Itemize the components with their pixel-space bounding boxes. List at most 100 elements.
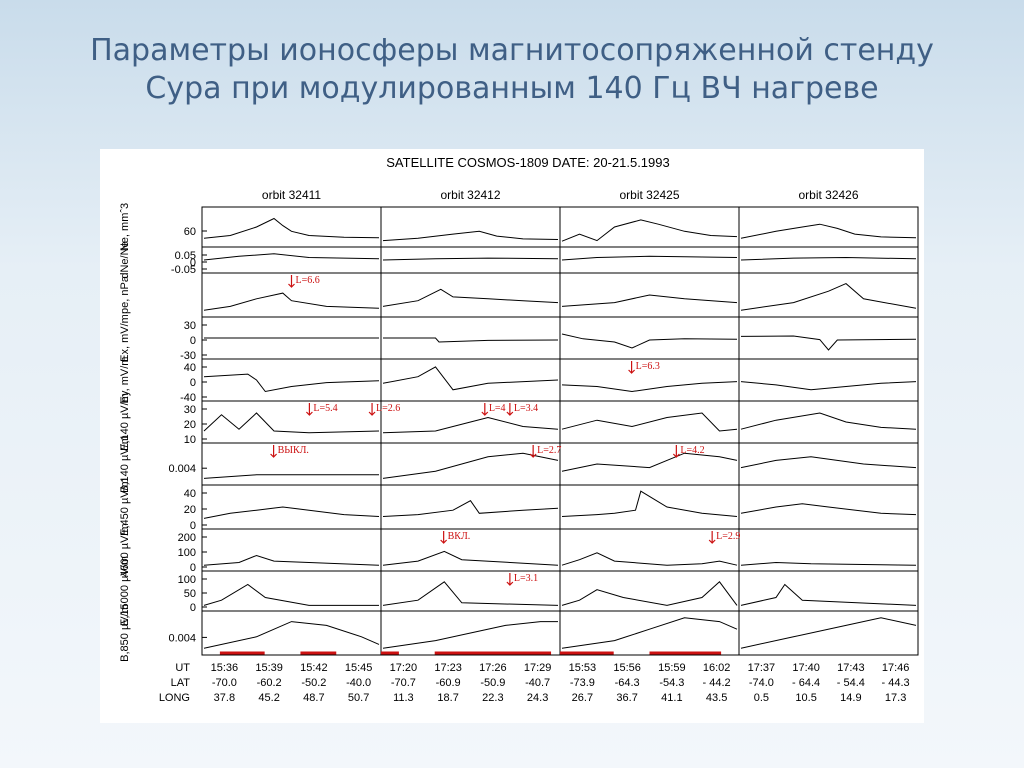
annotation-label: L=2.7 [537,445,561,456]
data-trace [382,550,559,566]
annotation-label: L=4 [489,403,506,414]
y-tick-label: -30 [180,350,196,362]
y-tick-label: -0.05 [171,264,196,276]
panel-label: pe, nPa [119,275,131,314]
panel-label: Ey, mV/m [119,357,131,404]
data-trace [740,335,917,351]
data-trace [382,230,559,242]
y-tick-label: 100 [178,574,196,586]
y-tick-label: 0.004 [168,632,196,644]
y-tick-label: 0 [190,257,196,269]
table-cell-ut: 17:23 [434,662,462,674]
y-tick-label: 20 [184,504,196,516]
data-trace [203,217,380,239]
annotation-label: L=6.3 [636,361,660,372]
y-tick-label: 0 [190,335,196,347]
annotation-arrow [368,403,376,416]
annotation-arrow [506,573,514,586]
table-cell-lat: -64.3 [615,677,640,689]
y-tick-label: 0.05 [175,250,196,262]
y-tick-label: 30 [184,320,196,332]
annotation-arrow [672,445,680,458]
panel-label: 4600 µV/m [119,523,131,576]
y-tick-label: 0 [190,377,196,389]
orbit-label: orbit 32411 [262,188,321,202]
data-trace [203,373,380,393]
data-trace [383,337,559,343]
table-cell-long: 36.7 [616,692,637,704]
table-cell-ut: 16:02 [703,662,731,674]
y-tick-label: -40 [180,392,196,404]
annotation-arrow [288,275,295,288]
data-trace [561,552,738,566]
panel-label: E,15000 µV/m [119,556,131,626]
table-cell-long: 11.3 [393,692,414,704]
data-trace [203,621,380,649]
annotation-arrow [506,403,514,416]
table-cell-long: 0.5 [754,692,769,704]
chart-svg: SATELLITE COSMOS-1809 DATE: 20-21.5.1993… [119,155,919,704]
figure-panel: SATELLITE COSMOS-1809 DATE: 20-21.5.1993… [100,149,924,723]
data-trace [382,416,559,434]
data-trace [203,253,380,261]
orbit-label: orbit 32412 [440,188,500,202]
panel-label: Ne, mmˆ3 [119,203,131,251]
table-cell-long: 26.7 [572,692,593,704]
y-tick-label: 200 [178,532,196,544]
panel-label: B,140 µV/m [119,435,131,493]
slide-title-line-2: Сура при модулированным 140 Гц ВЧ нагрев… [145,71,879,106]
data-trace [561,219,738,242]
orbit-label: orbit 32426 [798,188,858,202]
row-label: LONG [159,692,190,704]
annotation-label: L=2.6 [376,403,400,414]
data-trace [740,583,917,606]
y-tick-label: 0 [190,520,196,532]
data-trace [740,456,917,469]
annotation-arrow [628,361,636,374]
data-trace [561,381,738,393]
table-cell-ut: 17:29 [524,662,552,674]
y-tick-label: 60 [184,226,196,238]
y-tick-label: 20 [184,419,196,431]
data-trace [203,506,380,519]
orbit-label: orbit 32425 [619,188,679,202]
table-cell-ut: 17:37 [748,662,776,674]
data-trace [203,412,380,434]
table-cell-lat: -40.0 [346,677,371,689]
data-trace [740,223,917,239]
panel-label: Ex, mV/m [119,314,131,362]
data-trace [382,500,559,517]
data-trace [561,490,738,517]
table-cell-long: 22.3 [482,692,503,704]
table-cell-ut: 15:39 [255,662,283,674]
data-trace [561,452,738,472]
panel-label: dNe/Ne [119,241,131,278]
table-cell-lat: -70.7 [391,677,416,689]
data-trace [203,474,379,479]
row-label: UT [175,662,190,674]
table-cell-lat: -74.0 [749,677,774,689]
table-cell-ut: 15:56 [613,662,641,674]
annotation-label: ВЫКЛ. [278,445,309,456]
data-trace [740,561,917,566]
table-cell-long: 41.1 [661,692,682,704]
data-trace [382,452,559,479]
annotation-arrow [529,445,537,458]
y-tick-label: 0.004 [168,463,196,475]
data-trace [740,381,917,391]
annotation-label: L=5.4 [313,403,337,414]
annotation-arrow [440,531,448,544]
data-trace [561,412,738,432]
table-cell-lat: -54.3 [659,677,684,689]
table-cell-lat: -70.0 [212,677,237,689]
table-cell-lat: - 44.3 [882,677,910,689]
annotation-label: L=3.4 [514,403,538,414]
y-tick-label: 10 [184,434,196,446]
table-cell-lat: -50.2 [301,677,326,689]
table-cell-lat: - 64.4 [792,677,820,689]
annotation-arrow [305,403,313,416]
slide-title-line-1: Параметры ионосферы магнитосопряженной с… [90,33,934,68]
table-cell-lat: - 54.4 [837,677,865,689]
panel-label: E,450 µV/m [119,478,131,536]
annotation-label: L=6.6 [296,275,320,286]
